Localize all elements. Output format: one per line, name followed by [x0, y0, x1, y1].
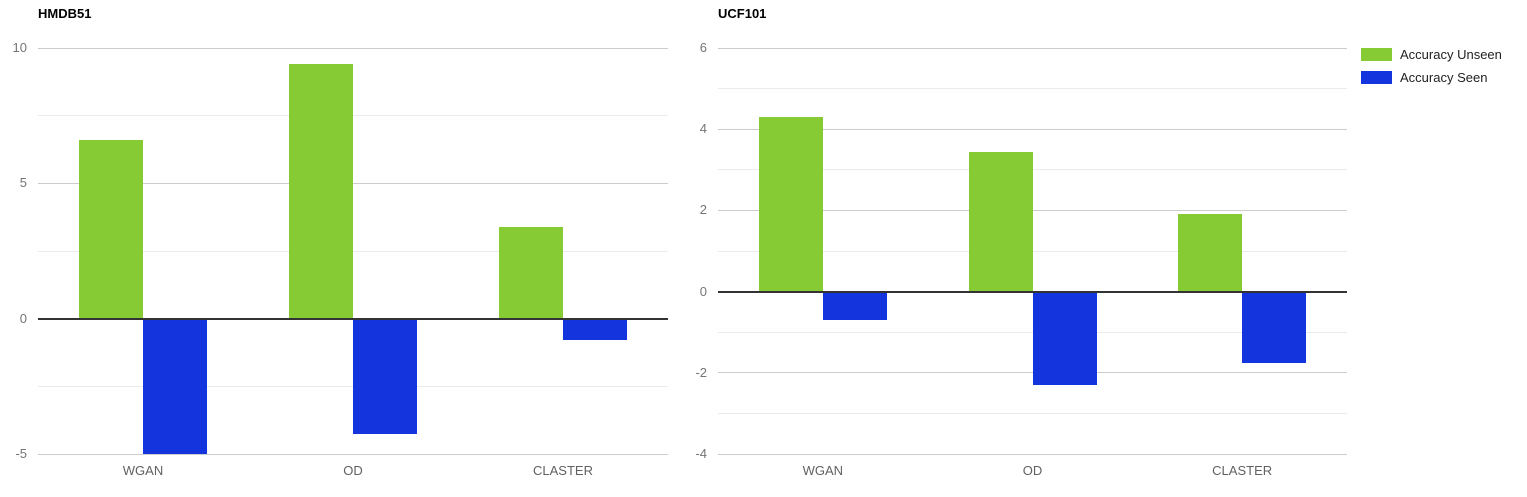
chart-title-hmdb51: HMDB51	[38, 6, 92, 21]
y-axis-tick-label: 0	[19, 310, 27, 326]
y-axis-tick-label: -2	[695, 364, 707, 380]
minor-gridline	[38, 115, 668, 117]
bar-accuracy-seen-od[interactable]	[353, 318, 417, 434]
bar-accuracy-unseen-claster[interactable]	[499, 226, 563, 319]
chart-hmdb51: HMDB51 10 5 0 -5 WGAN OD CLASTER	[0, 0, 680, 497]
minor-gridline	[718, 88, 1347, 90]
major-gridline	[38, 182, 668, 184]
chart-title-ucf101: UCF101	[718, 6, 767, 21]
bar-accuracy-unseen-od[interactable]	[289, 64, 353, 319]
minor-gridline	[38, 250, 668, 252]
minor-gridline	[718, 412, 1347, 414]
plot-area-hmdb51: 10 5 0 -5 WGAN OD CLASTER	[13, 41, 668, 478]
major-gridline	[718, 209, 1347, 211]
y-axis-tick-label: 6	[699, 40, 707, 55]
y-axis-tick-label: 4	[699, 121, 707, 137]
bar-accuracy-unseen-od[interactable]	[968, 151, 1033, 292]
x-axis-category-label: OD	[343, 463, 363, 478]
y-axis-tick-label: 2	[699, 202, 707, 218]
legend-item-accuracy-unseen: Accuracy Unseen	[1361, 48, 1502, 61]
y-axis-tick-label: -5	[15, 446, 27, 461]
y-axis-tick-label: 5	[19, 175, 27, 191]
major-gridline	[38, 453, 668, 455]
bar-accuracy-unseen-claster[interactable]	[1178, 214, 1243, 292]
x-axis-category-label: WGAN	[122, 463, 164, 478]
x-axis-category-label: CLASTER	[1212, 463, 1273, 478]
legend-swatch-seen-icon	[1361, 71, 1392, 84]
bar-accuracy-unseen-wgan[interactable]	[758, 117, 823, 292]
bar-accuracy-unseen-wgan[interactable]	[79, 140, 143, 319]
major-gridline	[718, 47, 1347, 49]
bar-accuracy-seen-claster[interactable]	[1242, 291, 1307, 363]
bar-accuracy-seen-claster[interactable]	[563, 318, 627, 341]
minor-gridline	[718, 250, 1347, 252]
legend-swatch-unseen-icon	[1361, 48, 1392, 61]
chart-ucf101: UCF101 6 4 2 0 -2 -4 WGAN OD CLASTER Accuracy Un…	[680, 0, 1527, 497]
x-axis-category-label: CLASTER	[533, 463, 593, 478]
legend-label-accuracy-unseen: Accuracy Unseen	[1400, 47, 1502, 62]
minor-gridline	[718, 169, 1347, 171]
x-axis-category-label: WGAN	[802, 463, 844, 478]
x-axis-category-label: OD	[1022, 463, 1043, 478]
bar-accuracy-seen-wgan[interactable]	[822, 291, 887, 320]
plot-area-ucf101: 6 4 2 0 -2 -4 WGAN OD CLASTER	[695, 41, 1347, 478]
y-axis-tick-label: 0	[699, 283, 707, 299]
legend: Accuracy Unseen Accuracy Seen	[1361, 48, 1502, 94]
major-gridline	[718, 128, 1347, 130]
major-gridline	[38, 47, 668, 49]
legend-label-accuracy-seen: Accuracy Seen	[1400, 70, 1488, 85]
zero-axis-line	[718, 290, 1347, 293]
y-axis-tick-label: 10	[12, 40, 27, 55]
legend-item-accuracy-seen: Accuracy Seen	[1361, 71, 1502, 84]
major-gridline	[718, 453, 1347, 455]
bar-accuracy-seen-wgan[interactable]	[143, 318, 207, 454]
y-axis-tick-label: -4	[695, 446, 707, 461]
zero-axis-line	[38, 317, 668, 320]
bar-accuracy-seen-od[interactable]	[1032, 291, 1097, 385]
